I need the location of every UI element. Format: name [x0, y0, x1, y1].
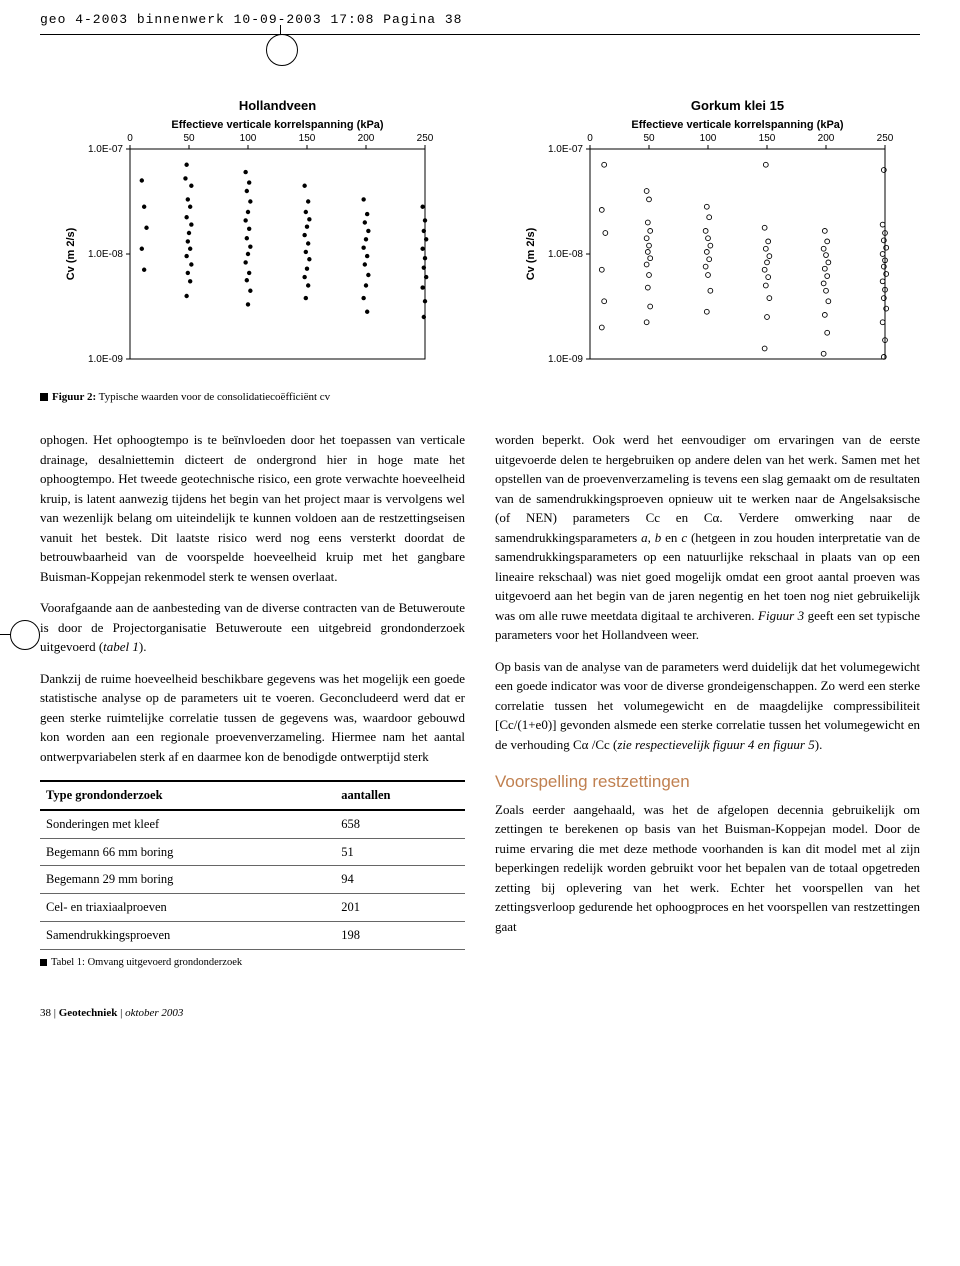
table-row: Begemann 66 mm boring51 — [40, 838, 465, 866]
svg-text:Effectieve verticale korrelspa: Effectieve verticale korrelspanning (kPa… — [631, 119, 843, 131]
th-type: Type grondonderzoek — [40, 781, 335, 810]
table-1-caption: Tabel 1: Omvang uitgevoerd grondonderzoe… — [40, 950, 465, 971]
para-l1: ophogen. Het ophoogtempo is te beïnvloed… — [40, 430, 465, 586]
svg-text:250: 250 — [877, 133, 894, 144]
charts-row: Hollandveen Effectieve verticale korrelsp… — [40, 94, 920, 374]
right-column: worden beperkt. Ook werd het eenvoudiger… — [495, 430, 920, 970]
chart-gorkum: Gorkum klei 15 Effectieve verticale korre… — [500, 94, 920, 374]
section-heading: Voorspelling restzettingen — [495, 769, 920, 795]
svg-text:250: 250 — [417, 133, 434, 144]
svg-text:100: 100 — [240, 133, 257, 144]
svg-text:50: 50 — [183, 133, 195, 144]
para-l2: Voorafgaande aan de aanbesteding van de … — [40, 598, 465, 657]
svg-text:Hollandveen: Hollandveen — [239, 98, 316, 113]
figure-2-caption: Figuur 2: Typische waarden voor de conso… — [40, 389, 920, 406]
table-1: Type grondonderzoek aantallen Sonderinge… — [40, 780, 465, 970]
table-row: Sonderingen met kleef658 — [40, 810, 465, 838]
para-l3: Dankzij de ruime hoeveelheid beschikbare… — [40, 669, 465, 767]
svg-text:1.0E-09: 1.0E-09 — [548, 354, 583, 365]
table-row: Begemann 29 mm boring94 — [40, 866, 465, 894]
svg-text:1.0E-08: 1.0E-08 — [88, 249, 123, 260]
para-r1: worden beperkt. Ook werd het eenvoudiger… — [495, 430, 920, 645]
svg-text:1.0E-07: 1.0E-07 — [548, 144, 583, 155]
chart-hollandveen: Hollandveen Effectieve verticale korrelsp… — [40, 94, 460, 374]
svg-text:0: 0 — [587, 133, 593, 144]
para-r2: Op basis van de analyse van de parameter… — [495, 657, 920, 755]
svg-text:1.0E-08: 1.0E-08 — [548, 249, 583, 260]
para-r3: Zoals eerder aangehaald, was het de afge… — [495, 800, 920, 937]
svg-text:100: 100 — [700, 133, 717, 144]
svg-text:Cv (m 2/s): Cv (m 2/s) — [65, 227, 77, 280]
svg-text:Effectieve verticale korrelspa: Effectieve verticale korrelspanning (kPa… — [171, 119, 383, 131]
svg-text:150: 150 — [299, 133, 316, 144]
svg-text:150: 150 — [759, 133, 776, 144]
svg-text:200: 200 — [818, 133, 835, 144]
page-footer: 38 | Geotechniek | oktober 2003 — [40, 1005, 920, 1022]
table-row: Samendrukkingsproeven198 — [40, 921, 465, 949]
svg-text:0: 0 — [127, 133, 133, 144]
svg-text:200: 200 — [358, 133, 375, 144]
svg-text:50: 50 — [643, 133, 655, 144]
left-column: ophogen. Het ophoogtempo is te beïnvloed… — [40, 430, 465, 970]
table-row: Cel- en triaxiaalproeven201 — [40, 894, 465, 922]
crop-mark-header: geo 4-2003 binnenwerk 10-09-2003 17:08 P… — [40, 10, 920, 34]
svg-text:1.0E-07: 1.0E-07 — [88, 144, 123, 155]
crop-marks-top — [40, 34, 920, 64]
svg-text:Gorkum klei 15: Gorkum klei 15 — [691, 98, 784, 113]
svg-text:1.0E-09: 1.0E-09 — [88, 354, 123, 365]
text-columns: ophogen. Het ophoogtempo is te beïnvloed… — [40, 430, 920, 970]
svg-text:Cv (m 2/s): Cv (m 2/s) — [525, 227, 537, 280]
th-count: aantallen — [335, 781, 465, 810]
